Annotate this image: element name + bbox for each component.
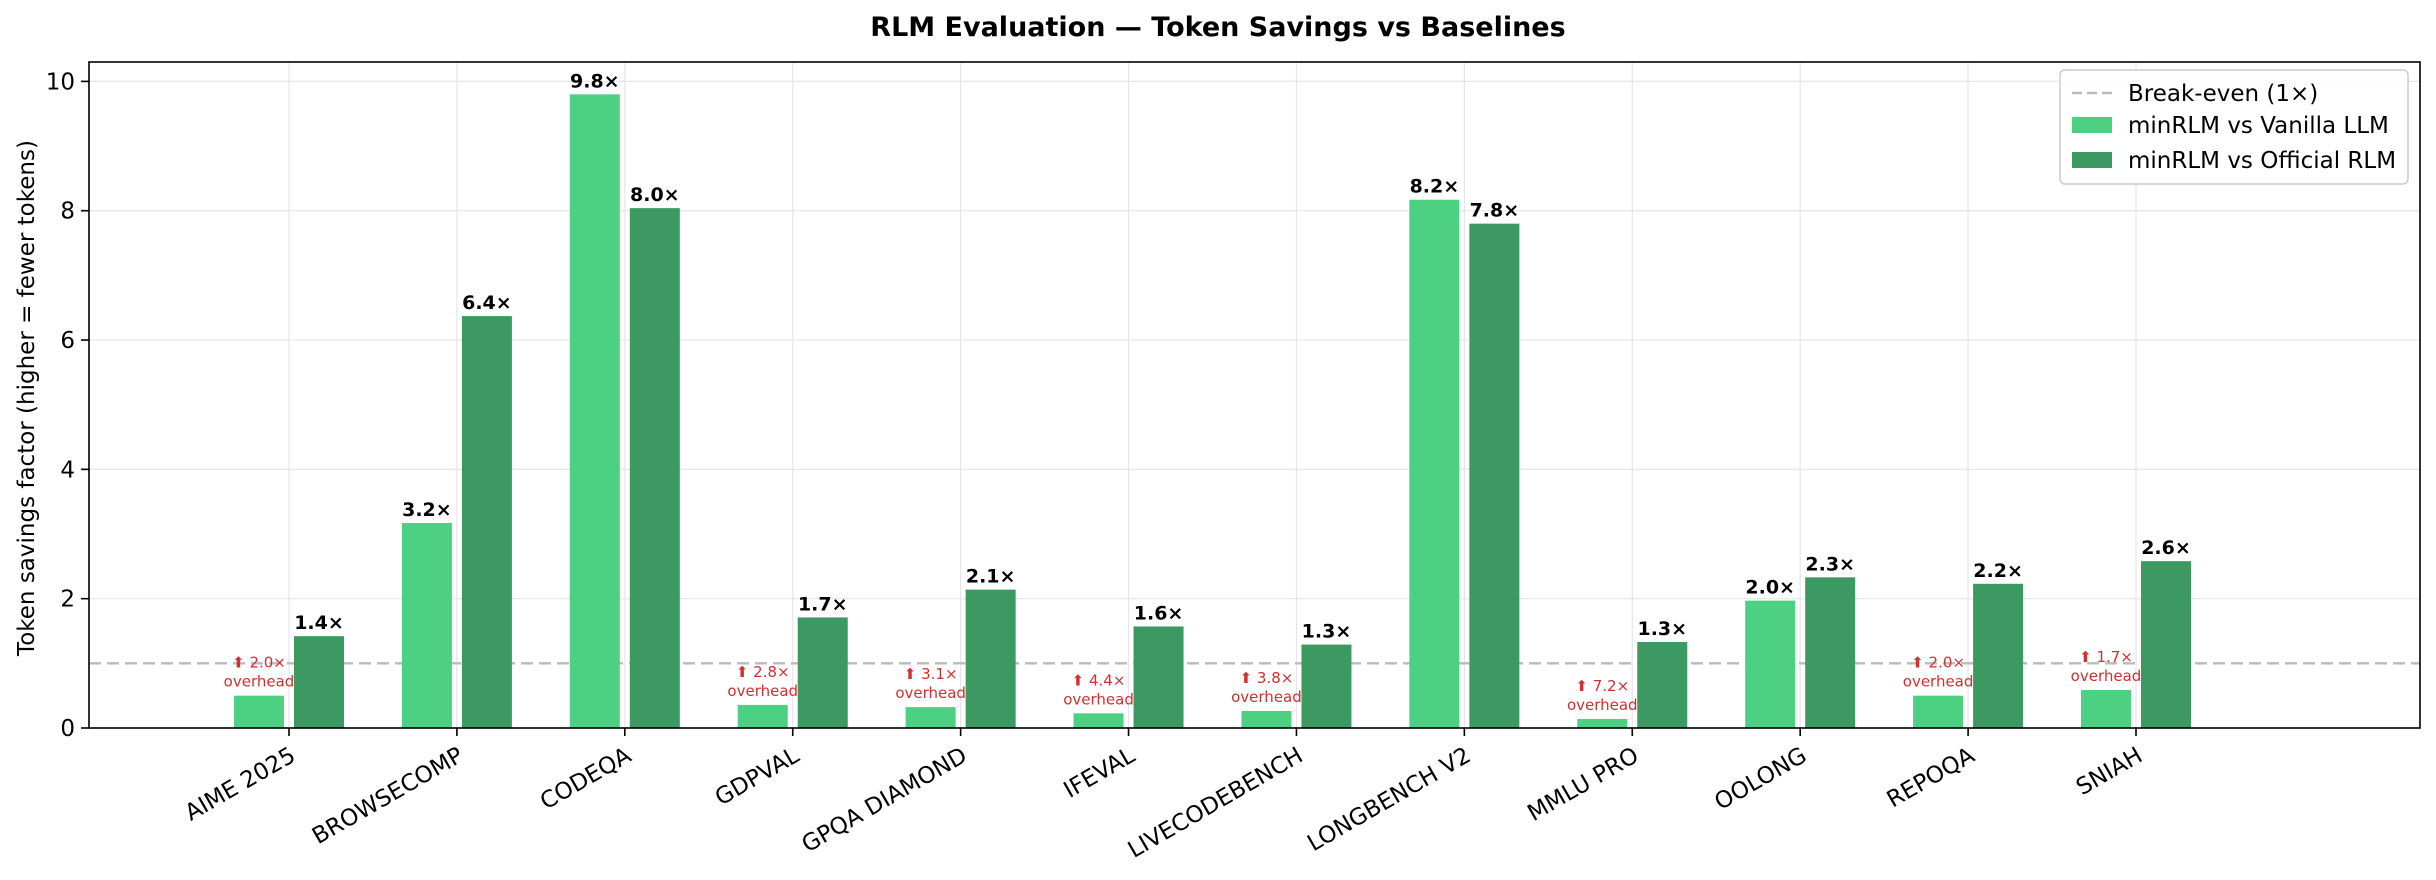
legend-swatch-official [2072, 152, 2112, 168]
bar-official-1 [461, 316, 512, 728]
x-tick-label-10: REPOQA [1883, 742, 1980, 813]
data-label-official-9: 2.3× [1805, 553, 1855, 575]
bar-vanilla-9 [1745, 600, 1796, 728]
data-label-vanilla-1: 3.2× [402, 499, 452, 521]
x-tick-label-2: CODEQA [536, 742, 636, 815]
y-tick-label-8: 8 [60, 199, 75, 225]
bar-official-2 [629, 208, 680, 729]
bar-vanilla-0 [234, 695, 284, 728]
data-label-official-4: 2.1× [966, 566, 1016, 588]
data-label-vanilla-4: ⬆ 3.1× overhead [895, 665, 966, 702]
x-tick-label-3: GDPVAL [711, 742, 804, 811]
bar-official-7 [1469, 223, 1520, 728]
legend-label-break-even: Break-even (1×) [2128, 81, 2318, 107]
bar-official-10 [1973, 583, 2024, 728]
data-label-vanilla-10: ⬆ 2.0× overhead [1903, 654, 1974, 691]
data-label-official-0: 1.4× [294, 612, 344, 634]
x-tick-label-0: AIME 2025 [181, 743, 300, 827]
bar-official-4 [965, 589, 1016, 728]
bar-vanilla-5 [1073, 713, 1124, 728]
legend-label-vanilla: minRLM vs Vanilla LLM [2128, 113, 2389, 139]
data-labels: ⬆ 2.0× overhead 1.4× 3.2× 6.4× 9.8× 8.0× ⬆ 2.8×… [224, 70, 2191, 714]
x-tick-label-6: LIVECODEBENCH [1124, 743, 1308, 864]
data-label-vanilla-11: ⬆ 1.7× overhead [2071, 648, 2142, 685]
x-tick-label-9: OOLONG [1710, 743, 1811, 816]
y-tick-label-6: 6 [60, 328, 75, 354]
legend: Break-even (1×) minRLM vs Vanilla LLM minR… [2059, 69, 2409, 185]
data-label-vanilla-2: 9.8× [570, 70, 620, 92]
data-label-vanilla-7: 8.2× [1410, 176, 1460, 198]
bar-official-11 [2141, 561, 2191, 728]
bar-official-9 [1805, 577, 1856, 728]
data-label-vanilla-9: 2.0× [1745, 577, 1795, 599]
bar-vanilla-7 [1409, 199, 1460, 729]
data-label-vanilla-3: ⬆ 2.8× overhead [727, 663, 798, 700]
y-tick-label-2: 2 [60, 587, 75, 613]
x-tick-label-1: BROWSECOMP [308, 742, 468, 849]
bar-official-8 [1637, 642, 1688, 728]
bar-vanilla-10 [1913, 695, 1964, 728]
grid-lines [89, 62, 2420, 729]
data-label-vanilla-0: ⬆ 2.0× overhead [224, 654, 295, 691]
y-tick-label-0: 0 [60, 716, 75, 742]
x-tick-label-7: LONGBENCH V2 [1303, 743, 1475, 857]
data-label-official-5: 1.6× [1134, 602, 1184, 624]
bar-vanilla-1 [401, 523, 452, 728]
y-axis: 0 2 4 6 8 10 [46, 69, 89, 742]
bar-vanilla-3 [737, 704, 788, 728]
data-label-vanilla-5: ⬆ 4.4× overhead [1063, 671, 1134, 708]
chart-title: RLM Evaluation — Token Savings vs Baseli… [870, 12, 1565, 43]
bars [234, 94, 2191, 729]
bar-vanilla-8 [1577, 719, 1628, 728]
x-tick-label-8: MMLU PRO [1523, 743, 1643, 827]
data-label-official-8: 1.3× [1637, 618, 1687, 640]
bar-official-3 [797, 617, 848, 728]
data-label-official-11: 2.6× [2141, 537, 2191, 559]
data-label-official-3: 1.7× [798, 593, 848, 615]
x-tick-label-5: IFEVAL [1060, 742, 1140, 803]
data-label-official-6: 1.3× [1302, 621, 1352, 643]
data-label-official-7: 7.8× [1470, 200, 1520, 222]
x-tick-label-4: GPQA DIAMOND [798, 743, 972, 858]
x-tick-label-11: SNIAH [2072, 743, 2147, 801]
bar-vanilla-2 [569, 94, 620, 729]
y-axis-label: Token savings factor (higher = fewer tok… [14, 140, 40, 657]
bar-vanilla-11 [2081, 689, 2131, 728]
data-label-vanilla-6: ⬆ 3.8× overhead [1231, 669, 1302, 706]
bar-official-6 [1301, 644, 1352, 728]
data-label-official-10: 2.2× [1973, 560, 2023, 582]
y-tick-label-10: 10 [46, 69, 75, 95]
y-tick-label-4: 4 [60, 457, 75, 483]
bar-official-0 [294, 636, 344, 728]
bar-vanilla-4 [905, 707, 956, 728]
legend-label-official: minRLM vs Official RLM [2128, 148, 2396, 174]
legend-swatch-vanilla [2072, 117, 2112, 133]
data-label-vanilla-8: ⬆ 7.2× overhead [1567, 677, 1638, 714]
data-label-official-1: 6.4× [462, 292, 512, 314]
bar-vanilla-6 [1241, 710, 1292, 728]
bar-official-5 [1133, 626, 1184, 728]
legend-box [2059, 69, 2409, 185]
plot-frame [88, 61, 2421, 729]
data-label-official-2: 8.0× [630, 184, 680, 206]
